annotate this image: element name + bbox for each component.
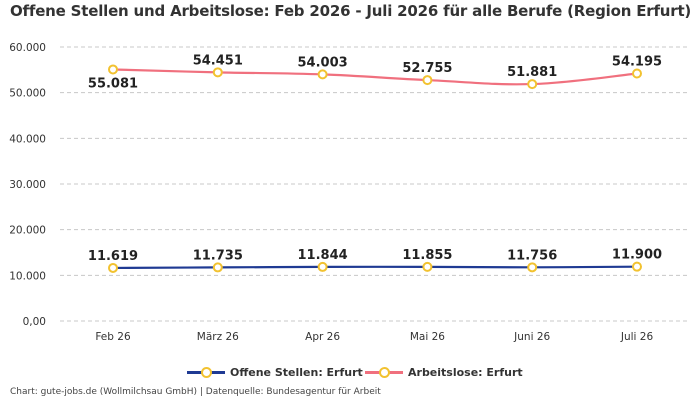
- data-label-offene-stellen: 11.619: [88, 249, 138, 264]
- legend-label-offene-stellen: Offene Stellen: Erfurt: [230, 365, 363, 379]
- x-tick-label: März 26: [197, 331, 239, 343]
- data-point-offene-stellen: [317, 261, 328, 272]
- series-line-offene-stellen: [112, 265, 638, 270]
- legend-item-arbeitslose[interactable]: Arbeitslose: Erfurt: [365, 362, 523, 382]
- y-tick-label: 40.000: [9, 133, 46, 145]
- x-tick-label: Feb 26: [95, 331, 131, 343]
- data-label-offene-stellen: 11.900: [612, 248, 662, 263]
- legend: Offene Stellen: Erfurt Arbeitslose: Erfu…: [0, 362, 700, 382]
- chart-title: Offene Stellen und Arbeitslose: Feb 2026…: [10, 2, 692, 20]
- x-tick-label: Apr 26: [305, 331, 340, 343]
- y-tick-label: 10.000: [9, 270, 46, 282]
- x-tick-label: Juni 26: [513, 331, 550, 343]
- y-tick-label: 50.000: [9, 88, 46, 100]
- series-line-arbeitslose: [112, 68, 638, 86]
- data-point-offene-stellen: [422, 261, 433, 272]
- data-point-offene-stellen: [632, 261, 642, 272]
- data-point-offene-stellen: [527, 262, 538, 273]
- data-point-arbeitslose: [317, 69, 328, 80]
- y-tick-label: 0,00: [23, 316, 46, 328]
- data-label-arbeitslose: 52.755: [402, 61, 452, 76]
- data-label-arbeitslose: 54.195: [612, 55, 662, 70]
- data-point-offene-stellen: [212, 262, 223, 273]
- x-tick-label: Mai 26: [410, 331, 445, 343]
- data-label-arbeitslose: 55.081: [88, 76, 138, 91]
- data-point-arbeitslose: [632, 68, 642, 79]
- legend-label-arbeitslose: Arbeitslose: Erfurt: [408, 365, 523, 379]
- y-tick-label: 30.000: [9, 179, 46, 191]
- y-tick-label: 60.000: [9, 42, 46, 54]
- data-label-offene-stellen: 11.735: [193, 248, 243, 263]
- y-tick-label: 20.000: [9, 225, 46, 237]
- data-point-arbeitslose: [527, 79, 538, 90]
- source-footer: Chart: gute-jobs.de (Wollmilchsau GmbH) …: [10, 387, 381, 397]
- x-tick-label: Juli 26: [620, 331, 654, 343]
- data-point-offene-stellen: [108, 262, 118, 273]
- data-label-arbeitslose: 54.451: [193, 53, 243, 68]
- data-label-offene-stellen: 11.855: [402, 248, 452, 263]
- data-point-arbeitslose: [212, 67, 223, 78]
- data-label-arbeitslose: 54.003: [298, 55, 348, 70]
- legend-swatch-offene-stellen: [187, 362, 225, 382]
- data-label-offene-stellen: 11.844: [298, 248, 348, 263]
- data-label-offene-stellen: 11.756: [507, 248, 557, 263]
- legend-swatch-arbeitslose: [365, 362, 403, 382]
- data-label-arbeitslose: 51.881: [507, 65, 557, 80]
- data-point-arbeitslose: [422, 75, 433, 86]
- legend-item-offene-stellen[interactable]: Offene Stellen: Erfurt: [187, 362, 363, 382]
- data-point-arbeitslose: [108, 64, 118, 75]
